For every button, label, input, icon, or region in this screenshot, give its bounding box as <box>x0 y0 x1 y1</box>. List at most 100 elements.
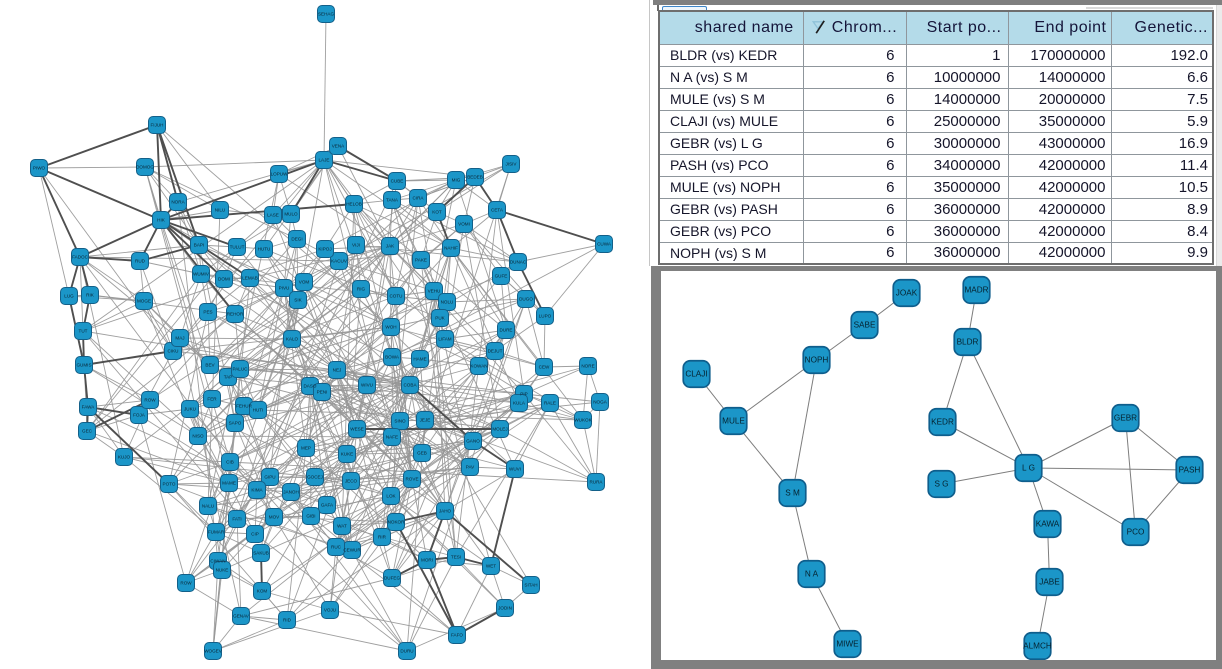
svg-text:L G: L G <box>1022 464 1035 473</box>
svg-text:ALMCH: ALMCH <box>1023 642 1052 651</box>
svg-text:TANA: TANA <box>386 198 399 203</box>
svg-text:SAKUB: SAKUB <box>253 551 269 556</box>
svg-text:GIBI: GIBI <box>306 514 315 519</box>
svg-text:CIKU: CIKU <box>168 349 179 354</box>
svg-text:TAP: TAP <box>224 375 233 380</box>
svg-text:WET: WET <box>486 564 496 569</box>
svg-text:WUKOK: WUKOK <box>574 418 592 423</box>
svg-text:SAPO: SAPO <box>229 421 242 426</box>
svg-text:NALU: NALU <box>202 504 214 509</box>
svg-text:PAKE: PAKE <box>415 258 427 263</box>
svg-text:KOM: KOM <box>257 589 268 594</box>
svg-text:JODIN: JODIN <box>498 606 512 611</box>
svg-text:CETA: CETA <box>491 208 504 213</box>
svg-text:PIP: PIP <box>520 392 527 397</box>
svg-text:COBA: COBA <box>403 383 417 388</box>
svg-text:WESE: WESE <box>350 427 364 432</box>
svg-text:RIG: RIG <box>357 287 366 292</box>
svg-text:VENA: VENA <box>332 144 345 149</box>
svg-text:LOK: LOK <box>386 494 396 499</box>
svg-text:NOPH: NOPH <box>804 356 828 365</box>
svg-text:DOMOG: DOMOG <box>136 165 154 170</box>
svg-text:VEHU: VEHU <box>428 289 441 294</box>
svg-text:DURU: DURU <box>400 649 413 654</box>
svg-text:SABE: SABE <box>853 321 875 330</box>
svg-text:ROVE: ROVE <box>405 477 418 482</box>
svg-text:NOGA: NOGA <box>593 400 607 405</box>
svg-text:PES: PES <box>203 310 212 315</box>
svg-text:S M: S M <box>785 489 800 498</box>
svg-text:FAWA: FAWA <box>82 405 96 410</box>
svg-text:FAFO: FAFO <box>451 633 463 638</box>
svg-text:CEWUR: CEWUR <box>343 548 361 553</box>
svg-text:RIR: RIR <box>378 535 387 540</box>
svg-text:RIK: RIK <box>86 293 95 298</box>
svg-text:COTU: COTU <box>389 294 402 299</box>
svg-text:KALO: KALO <box>286 337 299 342</box>
svg-text:KIPOJ: KIPOJ <box>318 247 331 252</box>
svg-text:DURE: DURE <box>499 328 512 333</box>
svg-text:GANO: GANO <box>466 439 480 444</box>
svg-text:BAPI: BAPI <box>194 243 204 248</box>
svg-text:ROW: ROW <box>144 398 156 403</box>
svg-text:S G: S G <box>934 480 948 489</box>
svg-text:JABE: JABE <box>1039 578 1060 587</box>
svg-text:KUKE: KUKE <box>341 452 354 457</box>
svg-text:CUBE: CUBE <box>391 179 404 184</box>
svg-text:MIWE: MIWE <box>836 640 859 649</box>
svg-text:BEDEB: BEDEB <box>467 175 483 180</box>
svg-text:WUVI: WUVI <box>509 467 521 472</box>
svg-text:POTO: POTO <box>163 482 176 487</box>
svg-text:MEP: MEP <box>301 446 311 451</box>
svg-text:VOJU: VOJU <box>324 608 336 613</box>
svg-text:JAHO: JAHO <box>439 509 452 514</box>
svg-text:JUKU: JUKU <box>184 407 196 412</box>
svg-text:WUMIV: WUMIV <box>193 272 210 277</box>
svg-text:FATI: FATI <box>232 517 241 522</box>
svg-text:CIB: CIB <box>226 460 234 465</box>
svg-text:MADR: MADR <box>964 286 988 295</box>
svg-text:DASO: DASO <box>303 384 316 389</box>
svg-text:KACUV: KACUV <box>331 259 348 264</box>
svg-text:GAFA: GAFA <box>321 503 334 508</box>
svg-text:NOKOR: NOKOR <box>388 520 406 525</box>
svg-text:GUFE: GUFE <box>495 274 508 279</box>
svg-text:WAT: WAT <box>337 524 347 529</box>
svg-text:GEC: GEC <box>82 429 93 434</box>
svg-text:KULA: KULA <box>513 401 526 406</box>
svg-text:LASE: LASE <box>267 213 279 218</box>
svg-text:TULUT: TULUT <box>230 245 245 250</box>
svg-text:N A: N A <box>804 570 818 579</box>
svg-text:VIJI: VIJI <box>352 243 360 248</box>
svg-text:KOWAN: KOWAN <box>470 364 487 369</box>
svg-text:NUKE: NUKE <box>216 568 229 573</box>
svg-text:JEJE: JEJE <box>420 418 431 423</box>
svg-text:SEHAG: SEHAG <box>318 12 335 17</box>
svg-text:WOH: WOH <box>385 325 396 330</box>
svg-text:PASH: PASH <box>1178 466 1200 475</box>
svg-text:NEJ: NEJ <box>333 368 342 373</box>
svg-text:MAJ: MAJ <box>175 336 184 341</box>
svg-text:NAFE: NAFE <box>386 435 398 440</box>
svg-text:FIJUH: FIJUH <box>150 123 163 128</box>
svg-text:KOT: KOT <box>432 210 442 215</box>
svg-text:FUMAR: FUMAR <box>208 530 225 535</box>
svg-text:MORI: MORI <box>421 558 433 563</box>
svg-text:CLAJI: CLAJI <box>685 370 707 379</box>
svg-text:MOV: MOV <box>269 515 280 520</box>
svg-text:PIWO: PIWO <box>33 166 46 171</box>
svg-text:MULE: MULE <box>722 417 745 426</box>
svg-text:FADOC: FADOC <box>72 255 89 260</box>
svg-text:DEGI: DEGI <box>291 237 302 242</box>
svg-text:NOLU: NOLU <box>441 300 454 305</box>
svg-text:LEMAB: LEMAB <box>242 276 258 281</box>
svg-text:PAV: PAV <box>466 465 475 470</box>
svg-text:BOWA: BOWA <box>385 355 400 360</box>
svg-text:PIVU: PIVU <box>279 286 290 291</box>
svg-text:RUC: RUC <box>331 545 342 550</box>
svg-text:NAHIF: NAHIF <box>444 246 458 251</box>
svg-text:GUMIS: GUMIS <box>76 363 91 368</box>
svg-text:NORA: NORA <box>171 200 185 205</box>
svg-text:GENAV: GENAV <box>233 614 250 619</box>
svg-text:KUJO: KUJO <box>118 455 131 460</box>
